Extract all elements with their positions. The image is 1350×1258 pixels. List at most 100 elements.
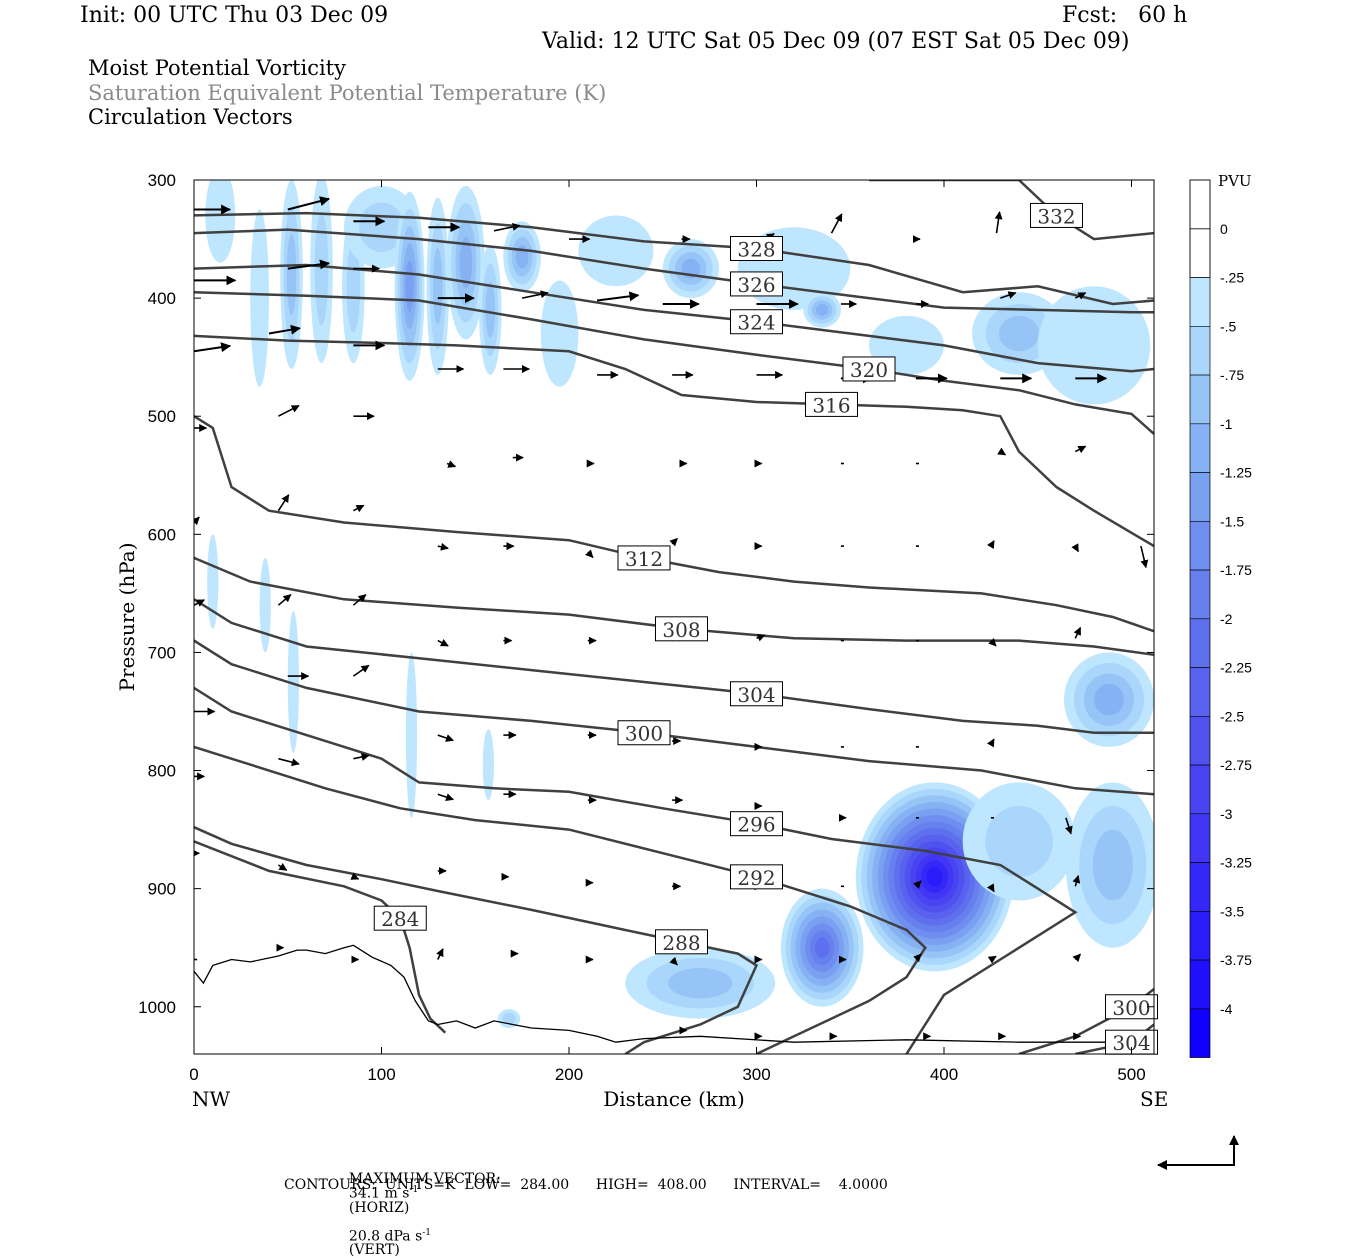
- pv-region: [803, 292, 841, 328]
- colorbar-box: [1190, 375, 1210, 424]
- horiz-value: 34.1 m s: [348, 1185, 410, 1202]
- pv-region: [287, 611, 299, 753]
- circulation-vector: [986, 540, 995, 550]
- pv-fill-level: [815, 304, 829, 316]
- colorbar-label: -.5: [1220, 318, 1237, 334]
- contour-label: 292: [730, 864, 783, 890]
- theta-e-contour: [194, 826, 759, 1054]
- colorbar-label: -2.75: [1220, 757, 1252, 773]
- circulation-vector: [986, 738, 995, 748]
- contour-label: 324: [730, 309, 783, 335]
- contour-label-box: [730, 309, 783, 335]
- max-vector-label: MAXIMUM VECTOR:: [348, 1171, 501, 1187]
- y-tick-label: 800: [148, 762, 176, 781]
- contour-label-box: [373, 905, 427, 931]
- circulation-vector: [988, 637, 997, 647]
- contour-label-text: 300: [625, 722, 663, 746]
- contour-label: 312: [617, 545, 671, 571]
- circulation-vector: [194, 342, 232, 353]
- colorbar-units: PVU: [1218, 172, 1252, 190]
- pv-fill-level: [482, 729, 494, 801]
- circulation-vector: [1000, 291, 1017, 299]
- init-time: Init: 00 UTC Thu 03 Dec 09: [80, 3, 389, 28]
- pv-fill-level: [405, 260, 414, 313]
- pv-fill-level: [540, 280, 579, 387]
- contour-label-box: [842, 356, 896, 382]
- pv-fill-level: [205, 180, 236, 263]
- pv-region: [205, 180, 236, 263]
- contours-info: CONTOURS: UNITS=K LOW= 284.00 HIGH= 408.…: [284, 1177, 888, 1193]
- x-axis-label: Distance (km): [603, 1087, 745, 1111]
- circulation-vector: [277, 593, 292, 606]
- colorbar-box: [1190, 813, 1210, 863]
- pv-region: [540, 280, 579, 387]
- contour-label: 326: [730, 271, 783, 297]
- reference-vector-icon: [1157, 1135, 1239, 1170]
- circulation-vector: [437, 639, 449, 647]
- contour-label-box: [730, 681, 783, 707]
- y-tick-label: 300: [148, 171, 176, 190]
- contour-label: 288: [655, 929, 708, 955]
- pv-fill-level: [286, 233, 297, 315]
- contour-label-text: 328: [737, 238, 775, 262]
- colorbar-label: -4: [1220, 1001, 1233, 1017]
- x-tick-label: 200: [555, 1065, 583, 1084]
- pv-region: [342, 209, 365, 364]
- colorbar-box: [1190, 667, 1210, 717]
- pv-region: [478, 244, 502, 375]
- pv-fill-level: [985, 806, 1053, 877]
- circulation-vector: [997, 447, 1007, 456]
- contour-label-text: 288: [662, 931, 700, 955]
- vert-suffix: (VERT): [348, 1242, 400, 1258]
- pv-region: [1064, 652, 1154, 747]
- circulation-vector: [493, 223, 521, 232]
- contour-label-text: 296: [737, 813, 775, 837]
- contour-label: 320: [842, 356, 896, 382]
- circulation-vector: [1140, 545, 1149, 569]
- circulation-vector: [585, 549, 594, 558]
- x-end-label-right: SE: [1140, 1087, 1168, 1111]
- pv-fill-level: [1094, 683, 1124, 716]
- colorbar-label: -3.75: [1220, 952, 1252, 968]
- colorbar-label: -1.25: [1220, 465, 1252, 481]
- contour-label-text: 300: [1112, 996, 1150, 1020]
- theta-e-contour: [869, 180, 1154, 241]
- colorbar-label: 0: [1220, 221, 1228, 237]
- contour-label-box: [805, 391, 858, 417]
- colorbar-box: [1190, 1008, 1210, 1058]
- circulation-vector: [987, 955, 997, 964]
- pv-region: [405, 652, 418, 818]
- contour-label: 284: [373, 905, 427, 931]
- pv-region: [503, 221, 541, 293]
- pv-region: [1037, 286, 1151, 405]
- colorbar-label: -1.75: [1220, 562, 1252, 578]
- x-tick-label: 300: [742, 1065, 770, 1084]
- pv-fill-level: [485, 282, 496, 338]
- pv-fill-level: [314, 211, 329, 326]
- contour-label-text: 332: [1037, 204, 1075, 228]
- circulation-vector: [277, 863, 288, 871]
- pv-fill-level: [668, 967, 733, 999]
- circulation-vector: [277, 494, 290, 512]
- pv-region: [625, 947, 776, 1019]
- pv-region: [207, 534, 219, 629]
- circulation-vector: [1073, 626, 1082, 639]
- theta-e-contour: [194, 598, 1154, 734]
- pv-region: [482, 729, 494, 801]
- colorbar-box: [1190, 960, 1210, 1009]
- circulation-vector: [669, 537, 678, 547]
- x-end-label-left: NW: [192, 1087, 231, 1111]
- contour-label: 296: [730, 811, 783, 837]
- circulation-vector: [437, 793, 454, 801]
- field-pv: Moist Potential Vorticity: [88, 56, 346, 80]
- contour-label: 328: [730, 236, 783, 262]
- contour-label-text: 312: [625, 547, 663, 571]
- contour-label: 308: [655, 616, 708, 642]
- circulation-vector: [194, 599, 206, 607]
- colorbar-box: [1190, 570, 1210, 619]
- colorbar-box: [1190, 521, 1210, 571]
- colorbar-box: [1190, 911, 1210, 961]
- colorbar-label: -2.5: [1220, 708, 1244, 724]
- pv-fill-level: [502, 1012, 516, 1025]
